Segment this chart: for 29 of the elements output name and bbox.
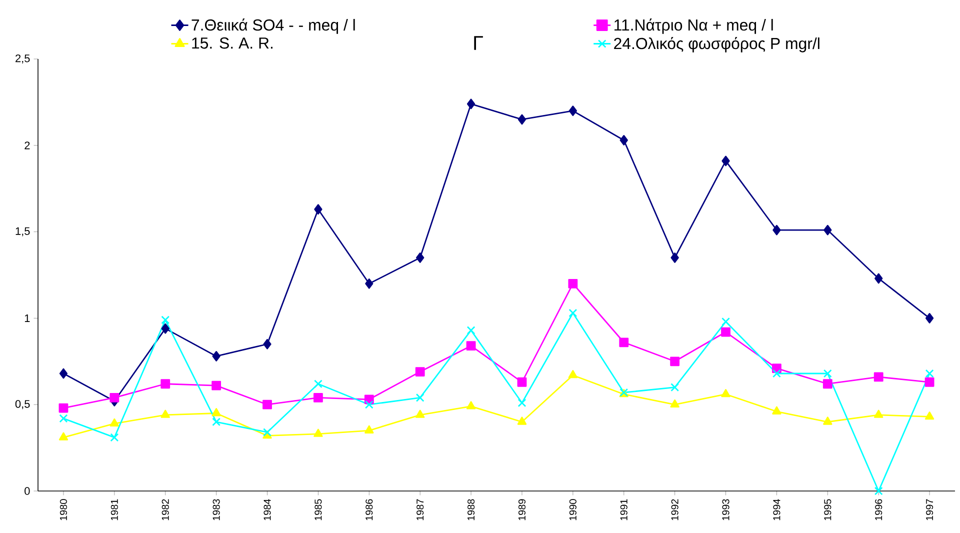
x-tick-label: 1989 xyxy=(518,499,526,520)
chart-title: Γ xyxy=(474,36,483,50)
x-tick-label: 1993 xyxy=(722,499,730,520)
x-tick-label: 1981 xyxy=(110,499,118,520)
x-tick-label: 1983 xyxy=(212,499,220,520)
x-tick-label: 1988 xyxy=(468,499,475,520)
x-tick-label: 1991 xyxy=(620,499,628,520)
legend-label: 7.Θειικά SO4 - - meq / l xyxy=(192,18,355,34)
x-tick-label: 1992 xyxy=(671,499,678,520)
x-tick-label: 1982 xyxy=(162,499,169,520)
x-tick-label: 1990 xyxy=(569,499,576,520)
y-tick-label: 2 xyxy=(24,142,30,150)
x-tick-label: 1984 xyxy=(264,499,271,520)
x-tick-label: 1985 xyxy=(314,499,322,520)
y-tick-label: 2,5 xyxy=(16,54,30,64)
legend-label: 11.Νάτριο Να + meq / l xyxy=(614,18,773,34)
x-tick-label: 1996 xyxy=(875,499,882,520)
x-tick-label: 1980 xyxy=(60,499,67,520)
x-tick-label: 1987 xyxy=(416,499,424,520)
legend-label: 15. S. A. R. xyxy=(192,37,272,49)
y-tick-label: 0 xyxy=(24,487,30,495)
y-tick-label: 0,5 xyxy=(15,400,30,410)
legend-label: 24.Ολικός φωσφόρος P mgr/l xyxy=(614,37,820,52)
x-tick-label: 1995 xyxy=(824,499,832,520)
x-tick-label: 1994 xyxy=(773,499,780,520)
y-tick-label: 1,5 xyxy=(16,227,30,236)
y-tick-label: 1 xyxy=(24,314,30,322)
x-tick-label: 1997 xyxy=(926,499,934,520)
x-tick-label: 1986 xyxy=(366,499,373,520)
